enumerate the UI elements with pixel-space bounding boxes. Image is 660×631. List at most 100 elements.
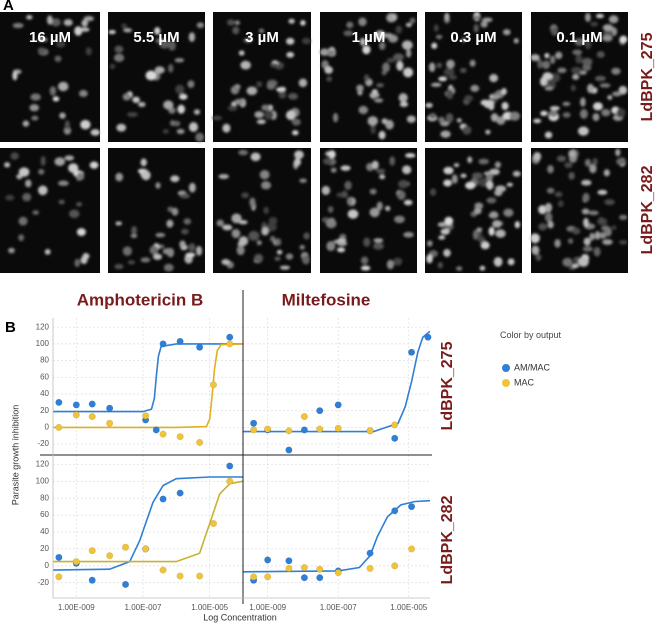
x-tick-label: 1.00E-009 bbox=[58, 603, 95, 612]
point bbox=[196, 343, 204, 351]
cell bbox=[155, 182, 161, 189]
cell bbox=[238, 149, 249, 156]
cell bbox=[301, 37, 311, 45]
cell bbox=[401, 40, 413, 50]
cell bbox=[509, 111, 521, 121]
cell bbox=[581, 57, 593, 66]
cells bbox=[216, 149, 310, 270]
legend-label: MAC bbox=[514, 377, 535, 387]
cell bbox=[480, 20, 488, 28]
cell bbox=[550, 27, 559, 36]
cell bbox=[141, 170, 151, 181]
cell bbox=[270, 62, 278, 68]
cell bbox=[488, 226, 495, 236]
concentration-label: 16 µM bbox=[29, 29, 71, 46]
cell bbox=[426, 240, 433, 247]
cell bbox=[587, 83, 594, 94]
y-tick-label: 40 bbox=[40, 389, 49, 398]
cell bbox=[185, 252, 196, 258]
point bbox=[72, 401, 80, 409]
y-tick-label: 20 bbox=[40, 406, 49, 415]
cell bbox=[601, 108, 611, 117]
point bbox=[88, 400, 96, 408]
cell bbox=[216, 219, 225, 227]
cell bbox=[327, 206, 334, 213]
cell bbox=[109, 63, 116, 70]
y-tick-label: 60 bbox=[40, 372, 49, 381]
cell bbox=[40, 156, 46, 166]
cell bbox=[480, 241, 490, 250]
cell bbox=[486, 197, 497, 204]
cell bbox=[248, 230, 260, 241]
cell bbox=[538, 205, 547, 215]
cell bbox=[589, 163, 597, 174]
cell bbox=[326, 76, 333, 82]
cell bbox=[405, 22, 412, 27]
cell bbox=[436, 62, 443, 69]
cell bbox=[360, 265, 371, 271]
cell bbox=[548, 110, 559, 117]
cell bbox=[597, 189, 608, 195]
cell bbox=[376, 83, 384, 88]
cell bbox=[149, 245, 159, 255]
cell bbox=[396, 60, 404, 71]
cell bbox=[363, 237, 371, 247]
fit-curve bbox=[53, 343, 243, 429]
cell bbox=[76, 172, 85, 181]
cell bbox=[22, 193, 32, 202]
cell bbox=[598, 217, 605, 222]
point bbox=[159, 495, 167, 503]
point bbox=[226, 333, 234, 341]
cell bbox=[461, 37, 467, 43]
legend-title-box: Color by output bbox=[500, 330, 561, 340]
cell bbox=[397, 190, 406, 201]
cells bbox=[12, 15, 101, 136]
cell bbox=[261, 227, 269, 236]
cell bbox=[37, 37, 48, 42]
cell bbox=[544, 202, 553, 213]
cell bbox=[140, 257, 151, 263]
cells bbox=[212, 18, 311, 136]
cell bbox=[44, 248, 51, 255]
cell bbox=[470, 84, 480, 92]
cell bbox=[188, 122, 199, 132]
cell bbox=[562, 101, 571, 106]
cell bbox=[63, 126, 72, 135]
point bbox=[285, 557, 293, 565]
cell bbox=[130, 233, 138, 239]
cell bbox=[85, 47, 92, 56]
cell bbox=[438, 76, 448, 82]
cell bbox=[80, 119, 91, 130]
cell bbox=[462, 125, 472, 135]
cell bbox=[327, 50, 335, 56]
cell bbox=[108, 30, 116, 35]
cell bbox=[8, 247, 15, 254]
panel-label: B bbox=[5, 319, 16, 336]
cell bbox=[179, 193, 191, 199]
cell bbox=[577, 126, 589, 136]
cell bbox=[472, 15, 481, 20]
cell bbox=[490, 113, 499, 122]
cell bbox=[303, 232, 310, 240]
cell bbox=[30, 93, 41, 101]
cell bbox=[369, 207, 380, 218]
cell bbox=[544, 131, 553, 139]
cell bbox=[360, 256, 369, 265]
cell bbox=[443, 166, 454, 175]
point bbox=[316, 574, 324, 582]
cell bbox=[26, 15, 33, 20]
cell bbox=[564, 162, 573, 169]
cells bbox=[319, 13, 416, 140]
charts: -20 0 20 40 60 80 100 120 -20 0 20 40 60 80 100 120 1.00… bbox=[36, 290, 432, 612]
cell bbox=[373, 238, 384, 243]
cell bbox=[403, 199, 413, 206]
y-tick-label: 40 bbox=[40, 527, 49, 536]
cell bbox=[230, 85, 240, 95]
cell bbox=[544, 86, 554, 91]
cell bbox=[337, 241, 348, 247]
cell bbox=[467, 156, 473, 164]
cell bbox=[322, 158, 333, 165]
cell bbox=[346, 21, 354, 29]
cell bbox=[608, 15, 619, 24]
fit-curve bbox=[243, 499, 430, 573]
